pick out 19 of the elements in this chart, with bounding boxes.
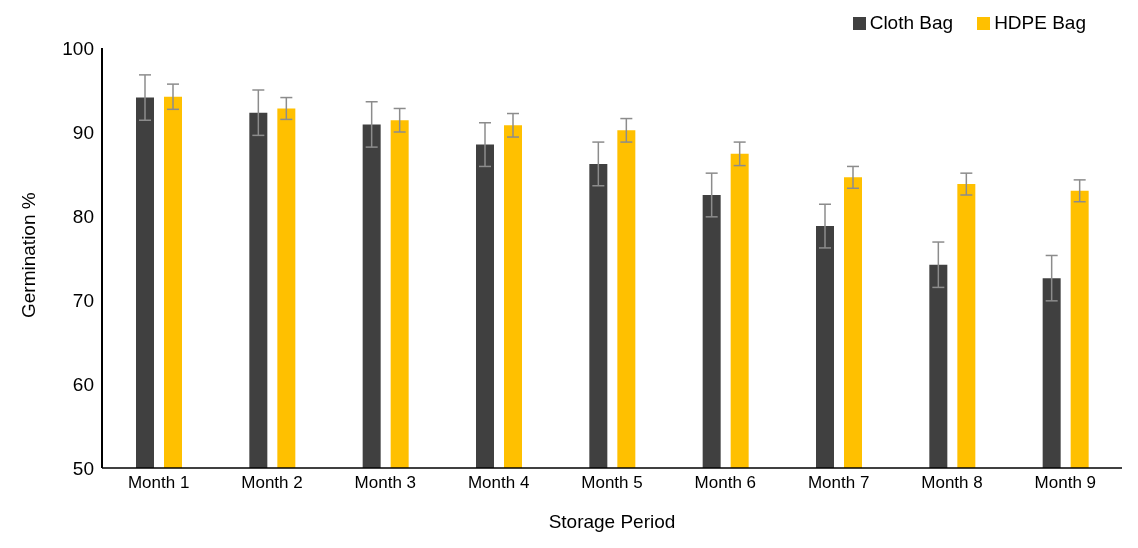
y-tick-label: 60 <box>72 373 94 395</box>
x-tick-label: Month 9 <box>1034 473 1097 493</box>
y-tick-label: 80 <box>72 205 94 227</box>
y-axis-title: Germination % <box>17 192 39 318</box>
y-tick-label: 70 <box>72 289 94 311</box>
x-tick-label: Month 3 <box>354 473 417 493</box>
x-tick-label: Month 5 <box>581 473 643 493</box>
legend-label: Cloth Bag <box>869 12 954 33</box>
legend-label: HDPE Bag <box>994 12 1086 33</box>
x-tick-label: Month 8 <box>921 473 983 493</box>
y-tick-label: 50 <box>72 457 94 479</box>
y-tick-label: 90 <box>72 121 94 143</box>
x-axis-title: Storage Period <box>548 511 676 532</box>
x-tick-label: Month 2 <box>241 473 303 493</box>
x-tick-label: Month 6 <box>694 473 757 493</box>
x-tick-label: Month 4 <box>467 473 530 493</box>
x-tick-label: Month 7 <box>807 473 870 493</box>
x-tick-label: Month 1 <box>127 473 190 493</box>
y-tick-label: 100 <box>62 37 94 59</box>
